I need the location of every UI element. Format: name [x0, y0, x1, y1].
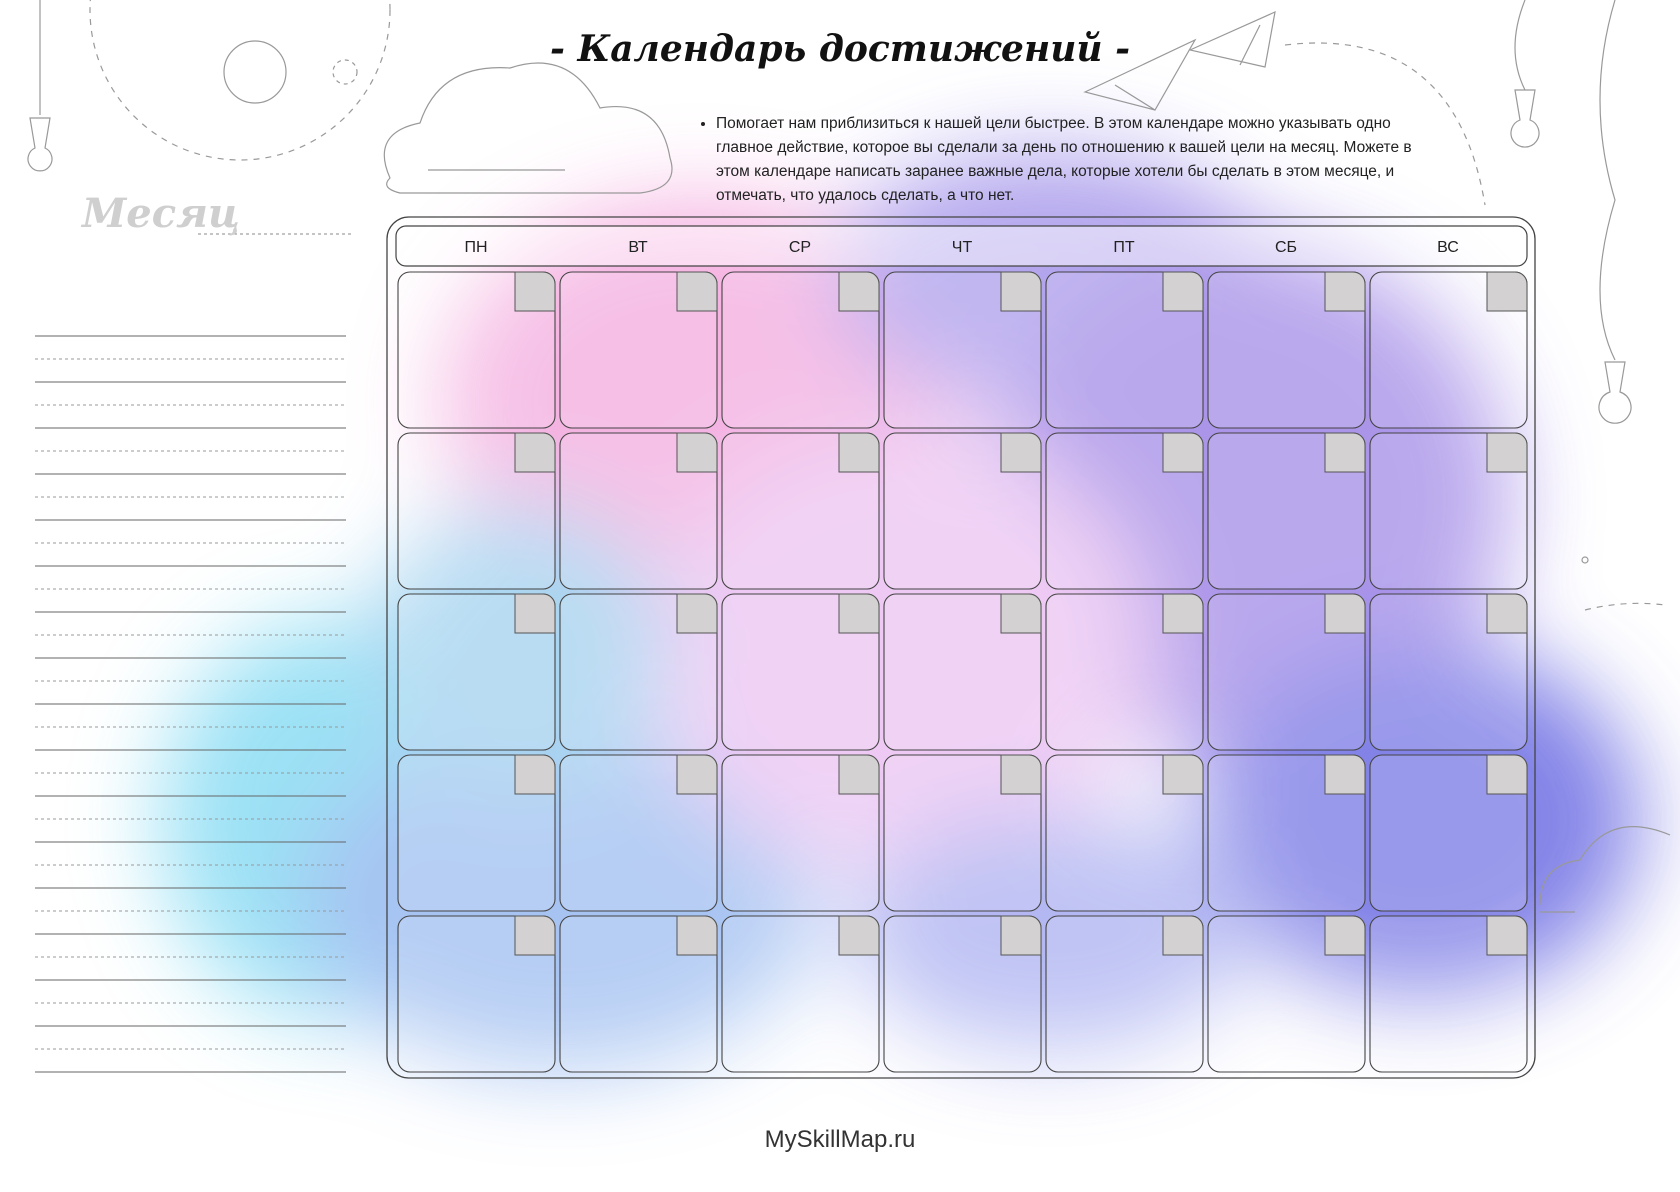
- weekday-label: СБ: [1275, 239, 1297, 256]
- day-tag: [676, 271, 718, 312]
- day-tag: [838, 915, 880, 956]
- day-tag: [676, 593, 718, 634]
- day-tag: [514, 915, 556, 956]
- weekday-label: ЧТ: [952, 239, 973, 256]
- day-tag: [1324, 754, 1366, 795]
- weekday-bar: [395, 225, 1528, 267]
- weekday-label: ВТ: [628, 239, 648, 256]
- day-tag: [1162, 754, 1204, 795]
- decorations: [27, 0, 1671, 913]
- day-tag: [1000, 593, 1042, 634]
- day-tag: [676, 432, 718, 473]
- month-label: Месяц: [82, 190, 241, 237]
- watercolor: [160, 150, 1640, 1070]
- day-tag: [1000, 432, 1042, 473]
- weekday-label: ПН: [464, 239, 487, 256]
- day-tag: [1162, 915, 1204, 956]
- day-tag: [514, 593, 556, 634]
- day-tag: [1324, 271, 1366, 312]
- day-tag: [676, 915, 718, 956]
- day-tag: [1486, 915, 1528, 956]
- weekday-label: ПТ: [1113, 239, 1135, 256]
- day-tag: [1162, 432, 1204, 473]
- calendar-frame: [386, 216, 1536, 1079]
- title: - Календарь достижений -: [549, 28, 1131, 70]
- note-lines: [35, 335, 346, 1073]
- description: Помогает нам приблизиться к нашей цели б…: [700, 112, 1436, 208]
- day-tag: [514, 754, 556, 795]
- calendar: ПН ВТ СР ЧТ ПТ СБ ВС: [386, 216, 1536, 1079]
- day-tag: [1324, 432, 1366, 473]
- weekday-label: ВС: [1437, 239, 1459, 256]
- day-tag: [1000, 271, 1042, 312]
- day-tag: [1000, 754, 1042, 795]
- day-tag: [514, 271, 556, 312]
- day-tag: [1162, 271, 1204, 312]
- description-text: Помогает нам приблизиться к нашей цели б…: [716, 112, 1436, 208]
- day-tag: [1486, 754, 1528, 795]
- day-tag: [1486, 432, 1528, 473]
- day-tag: [838, 754, 880, 795]
- day-tag: [838, 271, 880, 312]
- weekday-label: СР: [789, 239, 811, 256]
- day-tag: [1324, 915, 1366, 956]
- day-tag: [1000, 915, 1042, 956]
- day-tag: [1162, 593, 1204, 634]
- day-tag: [838, 432, 880, 473]
- day-tag: [838, 593, 880, 634]
- day-tag: [1486, 593, 1528, 634]
- day-tag: [1324, 593, 1366, 634]
- footer: MySkillMap.ru: [764, 1126, 916, 1153]
- day-tag: [676, 754, 718, 795]
- day-tag: [1486, 271, 1528, 312]
- day-tag: [514, 432, 556, 473]
